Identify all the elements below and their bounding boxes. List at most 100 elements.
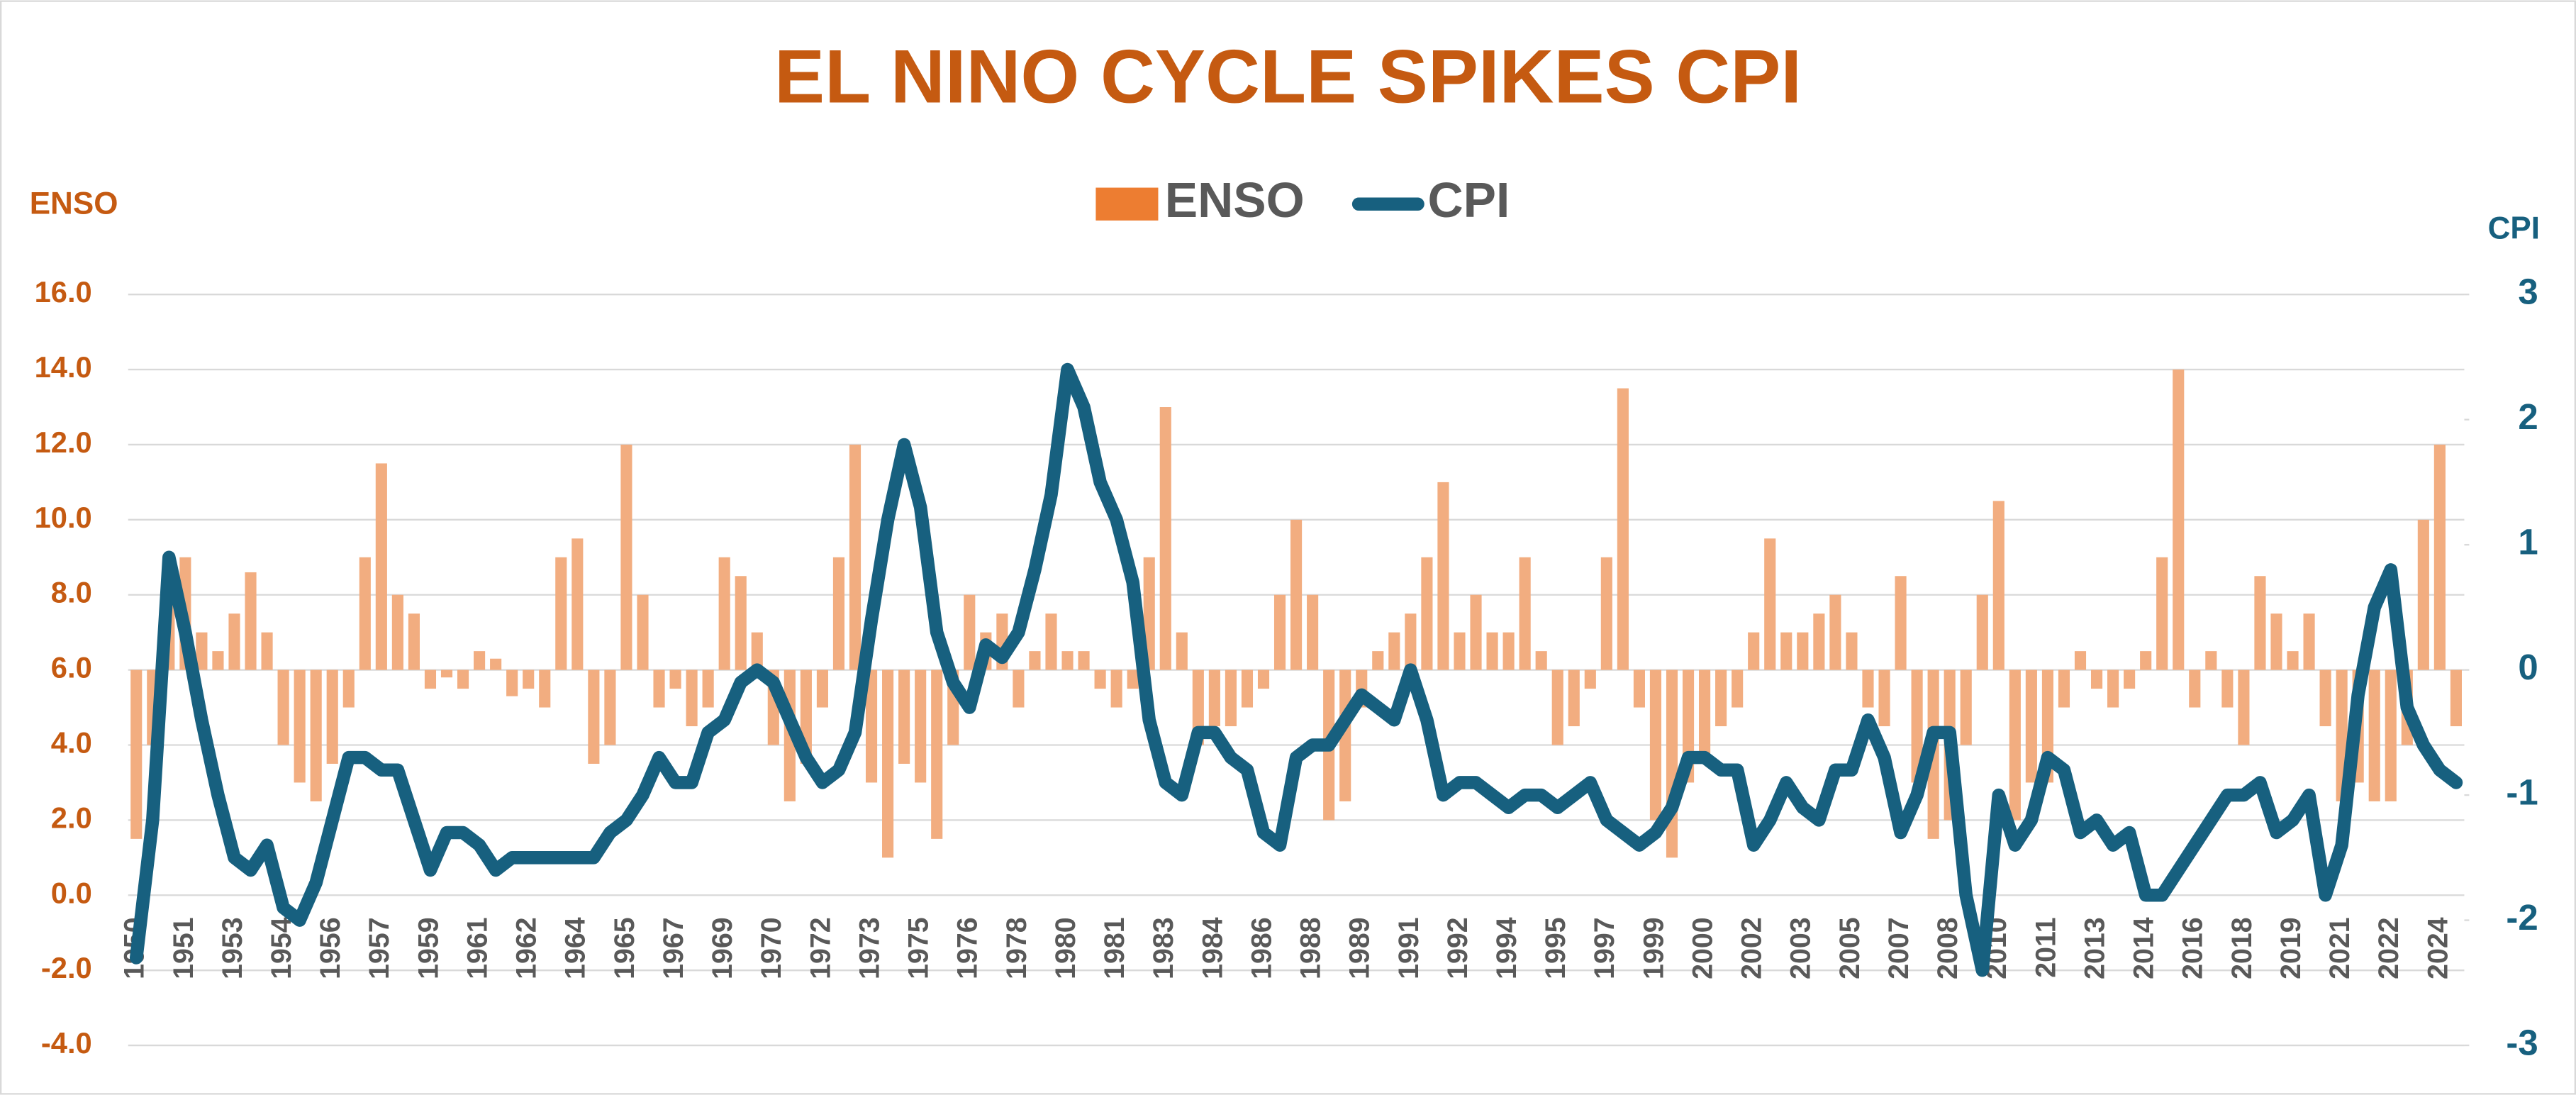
enso-bar <box>2270 613 2282 670</box>
enso-bar <box>1600 557 1612 670</box>
y2-tick-label: 2 <box>2518 396 2538 437</box>
enso-bar <box>1960 669 1972 745</box>
enso-bar <box>1159 407 1171 670</box>
x-tick-label: 1988 <box>1295 917 1327 979</box>
enso-bar <box>2107 669 2119 708</box>
enso-bar <box>424 669 437 689</box>
x-tick-label: 1957 <box>364 917 395 979</box>
y2-tick-label: -1 <box>2506 772 2538 813</box>
x-tick-label: 1999 <box>1638 917 1669 979</box>
x-tick-label: 1980 <box>1050 917 1081 979</box>
enso-bar <box>1976 594 1988 670</box>
enso-bar <box>212 651 224 670</box>
enso-bar <box>816 669 828 708</box>
y-tick-label: 10.0 <box>35 501 92 534</box>
x-tick-label: 1964 <box>560 917 591 979</box>
enso-bar <box>1780 632 1792 670</box>
y-tick-label: 16.0 <box>35 275 92 309</box>
enso-bar <box>1535 651 1547 670</box>
x-tick-label: 1976 <box>952 917 983 979</box>
enso-bar <box>1486 632 1498 670</box>
enso-bar <box>2173 369 2185 670</box>
enso-bar <box>588 669 600 764</box>
enso-bar <box>964 594 976 670</box>
enso-bar <box>1127 669 1139 689</box>
enso-bar <box>1437 482 1449 670</box>
x-tick-label: 2016 <box>2178 917 2209 979</box>
enso-bar <box>474 651 486 670</box>
enso-bar <box>1454 632 1466 670</box>
enso-bar <box>2205 651 2217 670</box>
x-tick-label: 1969 <box>707 917 738 979</box>
x-tick-label: 1972 <box>805 917 836 979</box>
enso-bar <box>1813 613 1825 670</box>
enso-bar <box>523 669 535 689</box>
x-tick-label: 1970 <box>756 917 787 979</box>
enso-bar <box>130 669 143 839</box>
legend-swatch <box>1095 187 1159 221</box>
enso-bar <box>702 669 714 708</box>
enso-bar <box>735 576 747 670</box>
legend-label: ENSO <box>1165 172 1305 228</box>
enso-bar <box>1649 669 1662 821</box>
enso-bar <box>1176 632 1188 670</box>
x-tick-label: 2011 <box>2030 917 2061 977</box>
enso-bar <box>555 557 567 670</box>
enso-bar <box>686 669 698 727</box>
enso-bar <box>1013 669 1025 708</box>
x-tick-label: 2019 <box>2275 917 2307 979</box>
enso-bar <box>1878 669 1890 727</box>
x-tick-label: 2000 <box>1687 917 1718 979</box>
enso-bar <box>1225 669 1237 727</box>
enso-bar <box>1911 669 1923 783</box>
enso-bar <box>2074 651 2087 670</box>
x-tick-label: 1986 <box>1246 917 1277 979</box>
enso-bar <box>2368 669 2380 801</box>
enso-bar <box>751 632 763 670</box>
y-tick-label: 0.0 <box>51 876 92 909</box>
enso-bar <box>2156 557 2168 670</box>
enso-bar <box>1339 669 1351 801</box>
enso-bar <box>1405 613 1417 670</box>
enso-bar <box>2090 669 2103 689</box>
x-tick-label: 1991 <box>1393 917 1424 979</box>
enso-bar <box>604 669 616 745</box>
y2-tick-label: 3 <box>2518 272 2538 312</box>
y-tick-label: -4.0 <box>41 1026 92 1060</box>
x-tick-label: 2002 <box>1736 917 1768 979</box>
y-tick-label: -2.0 <box>41 951 92 984</box>
enso-bar <box>1992 501 2005 670</box>
enso-bar <box>1061 651 1074 670</box>
enso-bar <box>1273 594 1286 670</box>
enso-bar <box>898 669 910 764</box>
enso-bar <box>342 669 355 708</box>
enso-bar <box>1764 538 1776 670</box>
enso-bar <box>931 669 943 839</box>
enso-bar <box>1502 632 1515 670</box>
y2-axis-label: CPI <box>2488 211 2540 245</box>
enso-bar <box>228 613 240 670</box>
x-tick-label: 1956 <box>315 917 346 979</box>
y2-tick-label: 1 <box>2518 522 2538 562</box>
y-tick-label: 12.0 <box>35 426 92 459</box>
y2-tick-label: 0 <box>2518 647 2538 687</box>
x-tick-label: 2021 <box>2324 917 2355 979</box>
enso-bar <box>2124 669 2136 689</box>
x-tick-label: 1983 <box>1148 917 1179 979</box>
x-tick-label: 2024 <box>2422 917 2453 979</box>
enso-bar <box>1568 669 1580 727</box>
enso-bar <box>1829 594 1841 670</box>
x-tick-label: 1975 <box>903 917 935 979</box>
enso-bar <box>1421 557 1433 670</box>
enso-bar <box>1895 576 1907 670</box>
enso-bar <box>310 669 322 801</box>
enso-bar <box>1715 669 1727 727</box>
enso-bar <box>669 669 681 689</box>
x-tick-label: 1951 <box>168 917 199 979</box>
enso-bar <box>1666 669 1678 858</box>
enso-bar <box>1029 651 1041 670</box>
enso-bar <box>1388 632 1400 670</box>
enso-bar <box>1241 669 1254 708</box>
y-tick-label: 4.0 <box>51 726 92 760</box>
